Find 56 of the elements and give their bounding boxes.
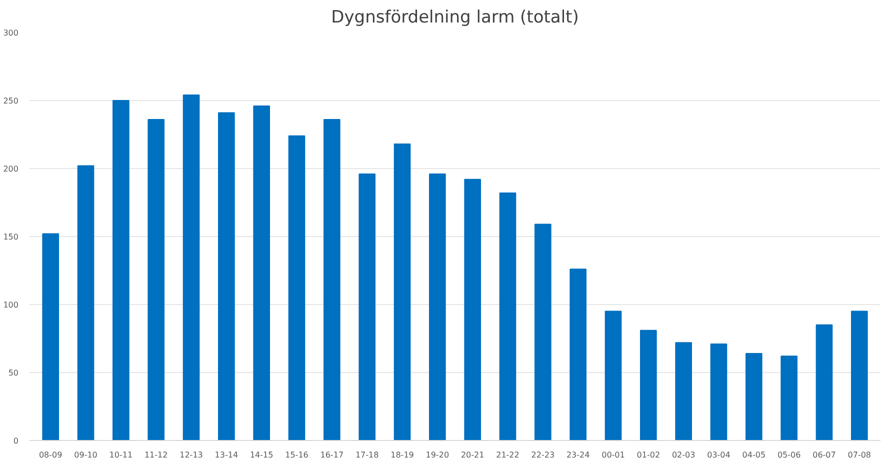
- bar: [112, 100, 130, 440]
- x-tick-label: 10-11: [109, 450, 133, 460]
- bar: [288, 135, 306, 440]
- x-tick-label: 06-07: [812, 450, 836, 460]
- bar: [710, 343, 728, 440]
- x-tick-label: 12-13: [180, 450, 203, 460]
- bar: [499, 192, 516, 440]
- x-tick-label: 03-04: [707, 450, 730, 460]
- x-tick-label: 20-21: [460, 450, 484, 460]
- bar: [358, 173, 376, 440]
- y-tick-label: 250: [3, 96, 19, 106]
- chart-title: Dygnsfördelning larm (totalt): [331, 8, 579, 28]
- x-tick-label: 08-09: [38, 450, 62, 460]
- bar: [850, 310, 868, 440]
- x-tick-label: 14-15: [250, 450, 274, 460]
- x-tick-label: 07-08: [848, 450, 872, 460]
- bar: [429, 173, 446, 440]
- x-tick-label: 05-06: [777, 450, 801, 460]
- x-tick-label: 22-23: [531, 450, 555, 460]
- x-tick-label: 16-17: [320, 450, 344, 460]
- x-tick-label: 21-22: [496, 450, 520, 460]
- y-tick-label: 300: [3, 28, 19, 38]
- x-tick-label: 23-24: [566, 450, 590, 460]
- bar: [182, 94, 200, 440]
- bar: [780, 356, 798, 440]
- x-tick-label: 13-14: [214, 450, 238, 460]
- x-tick-label: 09-10: [74, 450, 98, 460]
- bar: [77, 165, 94, 440]
- x-tick-label: 02-03: [672, 450, 696, 460]
- bar: [816, 324, 833, 440]
- bar: [218, 112, 235, 440]
- x-tick-label: 00-01: [602, 450, 625, 460]
- y-tick-label: 100: [3, 300, 19, 310]
- bar: [394, 144, 411, 440]
- bar: [324, 119, 340, 440]
- bar: [570, 268, 586, 440]
- y-tick-label: 150: [3, 232, 19, 242]
- bar: [745, 352, 762, 440]
- bar: [604, 310, 622, 440]
- bar: [253, 105, 270, 440]
- bar: [640, 330, 657, 440]
- x-tick-label: 19-20: [426, 450, 450, 460]
- y-tick-label: 0: [13, 436, 19, 446]
- y-tick-label: 200: [3, 164, 19, 174]
- x-tick-label: 04-05: [742, 450, 766, 460]
- x-tick-label: 17-18: [355, 450, 379, 460]
- y-tick-label: 50: [8, 368, 19, 378]
- bar: [42, 233, 60, 440]
- bar: [464, 178, 481, 440]
- x-tick-label: 15-16: [285, 450, 308, 460]
- x-tick-label: 11-12: [144, 450, 168, 460]
- bar: [148, 119, 165, 440]
- bar: [534, 224, 552, 440]
- x-tick-label: 01-02: [636, 450, 660, 460]
- x-tick-label: 18-19: [390, 450, 414, 460]
- bar: [675, 342, 692, 440]
